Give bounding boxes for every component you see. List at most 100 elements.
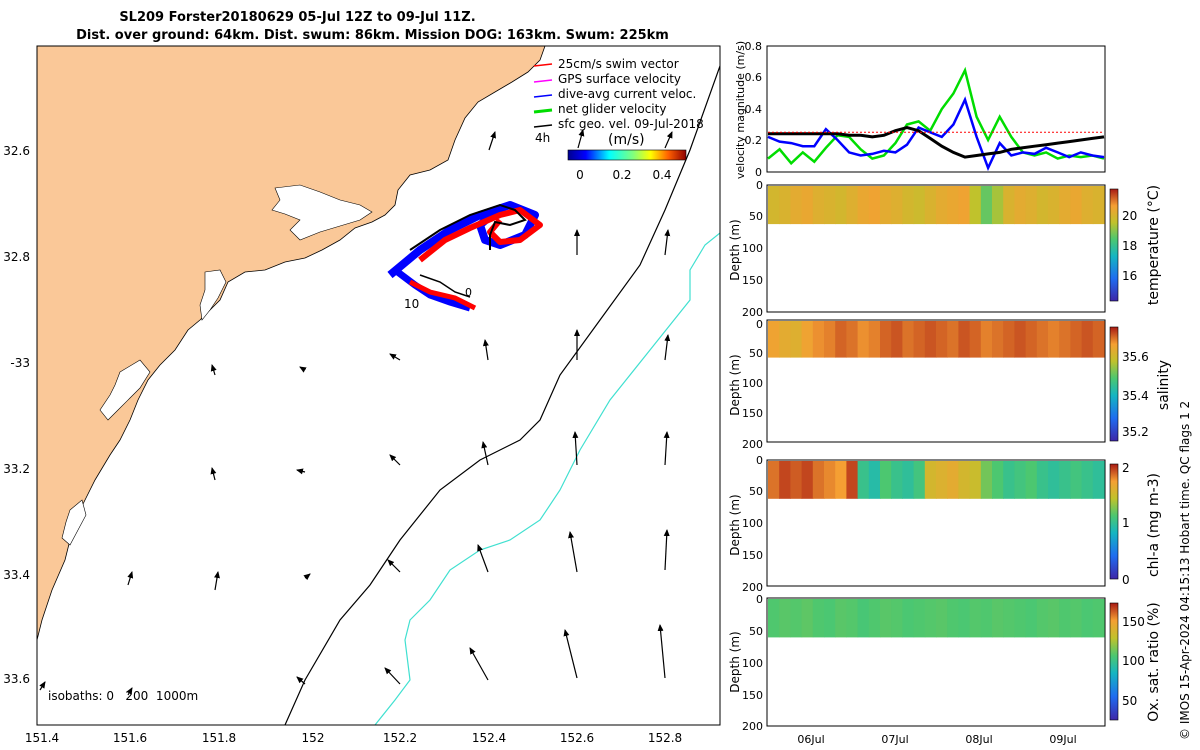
heatmap-cell	[824, 321, 836, 358]
y-tick-label: 150	[742, 407, 763, 420]
colorbar-tick: 50	[1122, 694, 1137, 708]
legend-label: sfc geo. vel. 09-Jul-2018	[558, 117, 704, 131]
heatmap-cell	[902, 321, 915, 358]
velocity-arrow	[296, 468, 306, 475]
x-tick-label: 06Jul	[797, 733, 824, 746]
chlorophyll-heatmap	[768, 461, 1105, 499]
heatmap-cell	[891, 599, 903, 638]
velocity-arrow	[299, 366, 307, 373]
heatmap-cell	[1081, 599, 1094, 638]
heatmap-cell	[1048, 599, 1060, 638]
velocity-arrow	[488, 131, 496, 151]
heatmap-cell	[1036, 599, 1049, 638]
heatmap-cell	[913, 321, 926, 358]
temperature-heatmap	[768, 186, 1105, 225]
heatmap-cell	[857, 186, 870, 225]
heatmap-cell	[801, 599, 814, 638]
heatmap-cell	[868, 186, 881, 225]
velocity-arrow	[296, 676, 306, 685]
heatmap-cell	[868, 321, 881, 358]
chlorophyll-panel: 0 50 100 150 200 Depth (m) 0 1 2 chl-a (…	[728, 454, 1162, 594]
heatmap-cell	[1059, 186, 1071, 225]
heatmap-cell	[992, 461, 1004, 499]
velocity-arrow	[577, 129, 585, 149]
y-tick-label: 0	[756, 318, 763, 331]
velocity-arrow	[663, 529, 670, 571]
heatmap-cell	[969, 186, 982, 225]
x-tick-label: 152	[302, 731, 325, 745]
heatmap-cell	[936, 186, 948, 225]
heatmap-cell	[790, 461, 803, 499]
isobath-200m	[284, 65, 720, 725]
heatmap-cell	[846, 599, 859, 638]
x-tick-label: 152.6	[560, 731, 594, 745]
heatmap-cell	[958, 461, 971, 499]
colorbar-tick: 35.6	[1122, 350, 1149, 364]
y-tick-label: 200	[742, 720, 763, 733]
velocity-arrow	[389, 353, 401, 361]
heatmap-cell	[1059, 461, 1071, 499]
heatmap-cell	[891, 461, 903, 499]
y-tick-label: 100	[742, 242, 763, 255]
heatmap-cell	[857, 599, 870, 638]
heatmap-cell	[913, 186, 926, 225]
heatmap-cell	[801, 461, 814, 499]
estuary-lake	[271, 184, 373, 241]
colorbar-tick: 100	[1122, 654, 1145, 668]
velocity-arrow	[477, 544, 489, 573]
chart-title-line2: Dist. over ground: 64km. Dist. swum: 86k…	[76, 28, 669, 43]
heatmap-cell	[1014, 321, 1027, 358]
heatmap-cell	[1014, 186, 1027, 225]
velocity-arrow	[568, 531, 578, 573]
y-tick-label: 100	[742, 517, 763, 530]
heatmap-cell	[1048, 186, 1060, 225]
heatmap-cell	[824, 461, 836, 499]
heatmap-cell	[1014, 461, 1027, 499]
heatmap-cell	[924, 186, 937, 225]
y-tick-label: 150	[742, 689, 763, 702]
glider-track	[387, 201, 543, 312]
velocity-arrow	[663, 431, 670, 466]
heatmap-cell	[857, 321, 870, 358]
y-axis-label: Depth (m)	[728, 631, 742, 692]
heatmap-cell	[835, 461, 847, 499]
legend-label: dive-avg current veloc.	[558, 87, 696, 101]
x-tick-label: 07Jul	[881, 733, 908, 746]
colorbar-tick: 0.2	[612, 168, 631, 182]
legend-label: GPS surface velocity	[558, 72, 681, 86]
colorbar-tick: 0	[1122, 573, 1130, 587]
y-tick-label: 150	[742, 549, 763, 562]
heatmap-cell	[812, 599, 825, 638]
heatmap-cell	[1003, 186, 1015, 225]
y-tick-label: 200	[742, 438, 763, 451]
heatmap-cell	[980, 321, 993, 358]
estuary-lake	[199, 269, 227, 321]
heatmap-cell	[936, 461, 948, 499]
y-tick-label: 0	[755, 166, 762, 179]
heatmap-cell	[812, 186, 825, 225]
y-tick-label: 0	[756, 454, 763, 467]
heatmap-cell	[902, 186, 915, 225]
colorbar	[1109, 188, 1119, 302]
velocity-arrow	[563, 629, 578, 679]
heatmap-cell	[969, 321, 982, 358]
map-panel: 25cm/s swim vector GPS surface velocity …	[3, 45, 721, 745]
heatmap-cell	[779, 186, 791, 225]
heatmap-cell	[1092, 599, 1105, 638]
y-tick-label: 33.6	[3, 672, 30, 686]
y-tick-label: 0.8	[745, 40, 763, 53]
heatmap-cell	[835, 321, 847, 358]
colorbar-tick: 150	[1122, 615, 1145, 629]
legend-label: net glider velocity	[558, 102, 666, 116]
heatmap-cell	[913, 461, 926, 499]
heatmap-cell	[1070, 461, 1083, 499]
heatmap-cell	[1036, 321, 1049, 358]
heatmap-cell	[924, 461, 937, 499]
velocity-arrow	[387, 559, 401, 573]
heatmap-cell	[947, 321, 959, 358]
heatmap-cell	[936, 599, 948, 638]
colorbar-title: (m/s)	[608, 132, 645, 148]
heatmap-cell	[824, 186, 836, 225]
heatmap-cell	[790, 186, 803, 225]
heatmap-cell	[1092, 461, 1105, 499]
